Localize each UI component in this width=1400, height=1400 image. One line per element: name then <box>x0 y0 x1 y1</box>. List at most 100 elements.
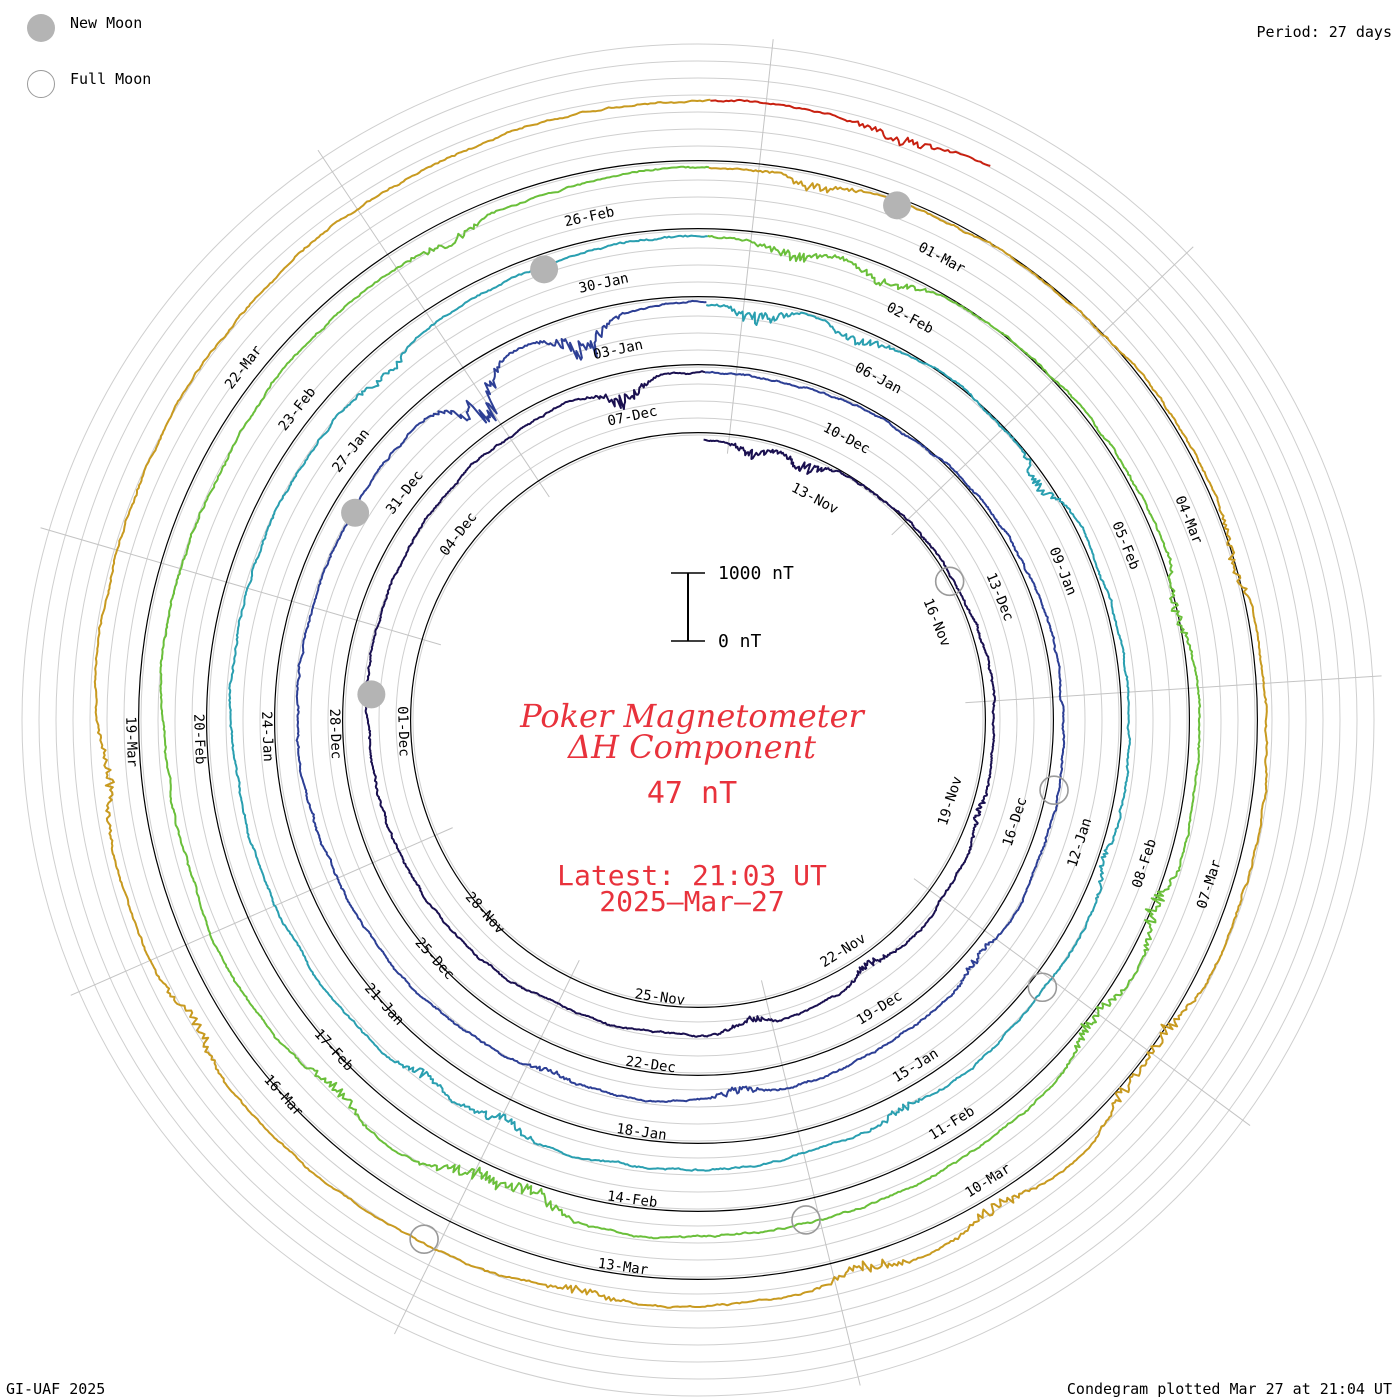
series-line-cycle-6 <box>710 98 991 167</box>
grid-spoke <box>726 39 774 457</box>
grid-spoke <box>962 675 1382 704</box>
date-label: 04-Mar <box>1171 494 1205 547</box>
scale-bottom-label: 0 nT <box>718 631 762 652</box>
full-moon-marker <box>409 1224 439 1255</box>
title-line-2: ΔH Component <box>566 728 816 766</box>
grid-ring <box>89 111 1307 1329</box>
series-line-cycle-3 <box>228 234 1132 1172</box>
date-label: 30-Jan <box>577 270 630 296</box>
grid-ring <box>72 94 1324 1346</box>
grid-ring <box>191 213 1205 1227</box>
grid-ring <box>412 434 984 1006</box>
date-label: 12-Jan <box>1065 816 1096 869</box>
date-label: 17-Feb <box>311 1026 357 1074</box>
date-label: 27-Jan <box>329 426 373 476</box>
series-line-cycle-4 <box>159 165 1202 1240</box>
series-group <box>93 98 1269 1309</box>
latest-time: Latest: 21:03 UT <box>557 859 827 892</box>
grid-ring <box>55 77 1341 1363</box>
current-value: 47 nT <box>647 776 737 811</box>
date-label: 07-Mar <box>1194 858 1225 911</box>
full-moon-marker <box>791 1205 821 1235</box>
grid-spoke <box>911 876 1251 1126</box>
title-line-1: Poker Magnetometer <box>519 697 865 735</box>
credit-label: GI-UAF 2025 <box>6 1380 106 1398</box>
full-moon-legend-label: Full Moon <box>70 70 152 88</box>
series-line-cycle-1 <box>364 370 996 1038</box>
grid-ring <box>344 366 1052 1074</box>
date-label: 16-Mar <box>260 1072 306 1120</box>
reference-circle <box>342 364 1054 1076</box>
date-label: 01-Dec <box>394 706 412 757</box>
moon-markers <box>341 191 1069 1255</box>
new-moon-legend-label: New Moon <box>70 14 143 32</box>
scale-bar: 1000 nT 0 nT <box>671 563 794 652</box>
date-label: 09-Jan <box>1045 545 1079 598</box>
grid-ring <box>293 315 1103 1125</box>
date-label: 20-Feb <box>190 714 208 765</box>
grid-ring <box>38 60 1358 1380</box>
latest-date: 2025–Mar–27 <box>599 885 784 918</box>
grid-ring <box>157 179 1239 1261</box>
grid-ring <box>123 145 1273 1295</box>
date-label: 08-Feb <box>1129 837 1160 890</box>
date-label: 05-Feb <box>1108 519 1142 572</box>
date-label: 28-Dec <box>326 708 344 759</box>
full-moon-legend-icon <box>27 70 55 98</box>
new-moon-legend-icon <box>27 14 55 42</box>
grid-ring <box>327 349 1069 1091</box>
grid-spoke <box>40 527 444 647</box>
reference-circle <box>410 432 986 1008</box>
date-label: 25-Nov <box>634 986 686 1009</box>
date-label: 21-Jan <box>361 980 407 1028</box>
date-label: 16-Dec <box>1000 795 1031 848</box>
center-disk <box>430 452 966 988</box>
series-line-cycle-5 <box>93 98 1269 1309</box>
center-title: Poker Magnetometer ΔH Component 47 nT La… <box>519 697 865 918</box>
grid-ring <box>378 400 1018 1040</box>
plotted-timestamp: Condegram plotted Mar 27 at 21:04 UT <box>1066 1380 1392 1398</box>
new-moon-marker <box>357 680 386 709</box>
reference-circles <box>137 159 1259 1281</box>
grid-ring <box>361 383 1035 1057</box>
grid-ring <box>208 230 1188 1210</box>
date-label: 10-Dec <box>820 420 872 458</box>
grid-ring <box>106 128 1290 1312</box>
reference-circle <box>274 296 1122 1144</box>
grid-ring <box>21 43 1375 1397</box>
date-label: 23-Feb <box>276 384 320 434</box>
grid-ring <box>310 332 1086 1108</box>
date-label: 31-Dec <box>383 468 427 518</box>
date-label: 13-Mar <box>597 1256 649 1279</box>
date-label: 24-Jan <box>258 711 276 762</box>
date-label: 18-Jan <box>615 1121 667 1144</box>
date-label: 25-Dec <box>411 935 457 983</box>
grid-ring <box>140 162 1256 1278</box>
scale-top-label: 1000 nT <box>718 563 794 584</box>
date-label: 13-Dec <box>982 571 1016 624</box>
date-label: 01-Mar <box>915 239 967 277</box>
date-label: 14-Feb <box>606 1188 658 1211</box>
date-label: 04-Dec <box>437 509 481 559</box>
date-label: 22-Dec <box>625 1054 677 1077</box>
grid-ring <box>276 298 1120 1142</box>
polar-grid <box>21 39 1382 1397</box>
new-moon-marker <box>530 255 559 284</box>
grid-ring <box>174 196 1222 1244</box>
grid-ring <box>395 417 1001 1023</box>
reference-circle <box>206 228 1190 1212</box>
new-moon-marker <box>883 191 912 220</box>
period-label: Period: 27 days <box>1256 23 1392 41</box>
grid-spoke <box>394 957 582 1335</box>
date-label: 22-Mar <box>222 343 266 393</box>
new-moon-marker <box>341 498 370 527</box>
grid-ring <box>242 264 1154 1176</box>
date-label: 06-Jan <box>852 360 904 398</box>
date-label: 19-Mar <box>122 716 140 767</box>
date-label: 02-Feb <box>884 300 936 338</box>
full-moon-marker <box>1039 775 1069 805</box>
grid-spoke <box>889 246 1194 538</box>
reference-circle <box>137 159 1259 1281</box>
grid-ring <box>225 247 1171 1193</box>
